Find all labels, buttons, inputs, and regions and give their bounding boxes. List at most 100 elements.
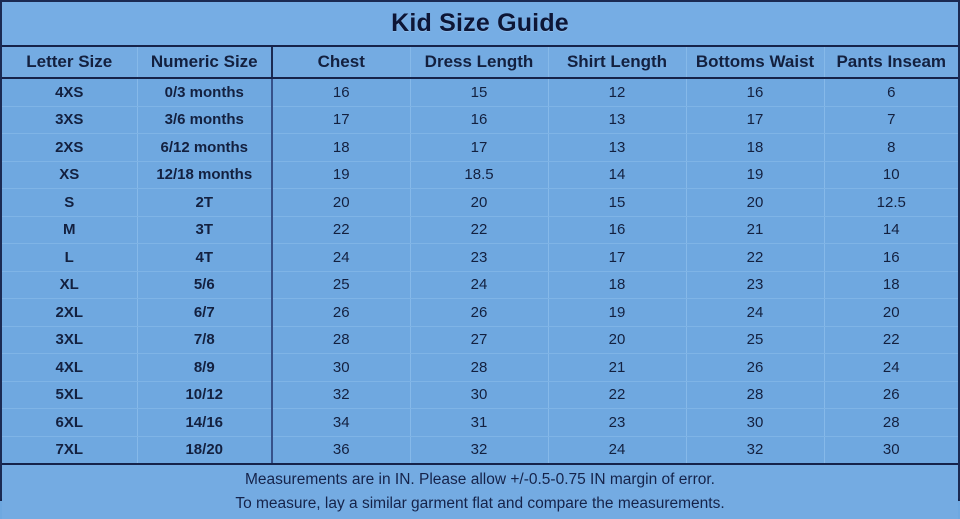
cell-dress-length: 17 — [409, 133, 548, 162]
cell-letter-size: 7XL — [55, 441, 83, 459]
column-header-shirt-length: Shirt Length — [547, 47, 686, 79]
cell-numeric-size: 12/18 months — [136, 161, 272, 189]
cell-bottoms-waist: 28 — [685, 381, 824, 409]
cell-pants-inseam: 24 — [823, 353, 958, 382]
cell-letter-size: M — [2, 216, 137, 244]
table-row: 3XL 7/8 28 27 20 25 22 — [2, 326, 958, 354]
cell-pants-inseam: 26 — [823, 381, 958, 409]
cell-shirt-length: 13 — [547, 106, 686, 134]
cell-letter-size: 6XL — [2, 408, 137, 437]
cell-chest: 16 — [271, 78, 410, 107]
cell-numeric-size: 7/8 — [136, 326, 272, 354]
cell-chest: 18 — [271, 133, 410, 162]
table-row: L 4T 24 23 17 22 16 — [2, 243, 958, 272]
footer-note-line-1: Measurements are in IN. Please allow +/-… — [245, 470, 715, 488]
cell-bottoms-waist: 26 — [685, 353, 824, 382]
cell-bottoms-waist: 21 — [685, 216, 824, 244]
cell-chest: 26 — [271, 298, 410, 327]
cell-pants-inseam: 8 — [823, 133, 958, 162]
cell-shirt-length: 13 — [547, 133, 686, 162]
cell-chest: 20 — [271, 188, 410, 217]
table-row: 3XS 3/6 months 17 16 13 17 7 — [2, 106, 958, 134]
size-table: Letter Size Numeric Size Chest Dress Len… — [2, 47, 958, 463]
cell-bottoms-waist: 19 — [685, 161, 824, 189]
cell-shirt-length: 18 — [547, 271, 686, 299]
cell-dress-length: 30 — [409, 381, 548, 409]
cell-dress-length: 20 — [409, 188, 548, 217]
cell-chest: 25 — [271, 271, 410, 299]
cell-letter-size: 5XL — [2, 381, 137, 409]
cell-shirt-length: 20 — [547, 326, 686, 354]
cell-chest: 28 — [271, 326, 410, 354]
cell-bottoms-waist: 17 — [685, 106, 824, 134]
cell-shirt-length: 23 — [547, 408, 686, 437]
cell-dress-length: 27 — [409, 326, 548, 354]
cell-numeric-size: 3T — [136, 216, 272, 244]
column-header-dress-length: Dress Length — [409, 47, 548, 79]
column-header-numeric-size: Numeric Size — [136, 47, 272, 79]
footer-note: Measurements are in IN. Please allow +/-… — [2, 463, 958, 519]
title-bar: Kid Size Guide — [2, 2, 958, 47]
cell-chest: 24 — [271, 243, 410, 272]
cell-bottoms-waist: 16 — [685, 78, 824, 107]
cell-numeric-size: 4T — [136, 243, 272, 272]
cell-numeric-size: 6/12 months — [136, 133, 272, 162]
table-row: XS 12/18 months 19 18.5 14 19 10 — [2, 161, 958, 189]
column-header-pants-inseam: Pants Inseam — [823, 47, 958, 79]
cell-dress-length: 15 — [409, 78, 548, 107]
table-row: 4XS 0/3 months 16 15 12 16 6 — [2, 78, 958, 107]
column-header-letter-size: Letter Size — [2, 47, 137, 79]
cell-letter-size: 2XS — [2, 133, 137, 162]
cell-bottoms-waist: 24 — [685, 298, 824, 327]
table-row: 5XL 10/12 32 30 22 28 26 — [2, 381, 958, 409]
cell-chest: 36 — [271, 436, 410, 463]
cell-bottoms-waist: 23 — [685, 271, 824, 299]
cell-pants-inseam: 10 — [823, 161, 958, 189]
cell-letter-size: S — [2, 188, 137, 217]
cell-pants-inseam: 12.5 — [823, 188, 958, 217]
cell-shirt-length: 24 — [547, 436, 686, 463]
header-row: Letter Size Numeric Size Chest Dress Len… — [2, 47, 958, 79]
page-title: Kid Size Guide — [391, 9, 569, 37]
cell-numeric-size: 0/3 months — [136, 78, 272, 107]
cell-numeric-size: 6/7 — [136, 298, 272, 327]
cell-pants-inseam: 6 — [823, 78, 958, 107]
cell-numeric-size: 5/6 — [136, 271, 272, 299]
table-row: 4XL 8/9 30 28 21 26 24 — [2, 353, 958, 382]
cell-letter-size: L — [2, 243, 137, 272]
cell-letter-size: 3XS — [2, 106, 137, 134]
cell-shirt-length: 14 — [547, 161, 686, 189]
cell-dress-length: 28 — [409, 353, 548, 382]
size-table-container: Letter Size Numeric Size Chest Dress Len… — [2, 47, 958, 463]
cell-numeric-size: 2T — [136, 188, 272, 217]
cell-numeric-size: 18/20 — [136, 436, 272, 463]
cell-numeric-size: 10/12 — [136, 381, 272, 409]
cell-shirt-length: 17 — [547, 243, 686, 272]
column-header-bottoms-waist: Bottoms Waist — [685, 47, 824, 79]
table-row: XL 5/6 25 24 18 23 18 — [2, 271, 958, 299]
cell-chest: 22 — [271, 216, 410, 244]
table-body: 4XS 0/3 months 16 15 12 16 6 3XS 3/6 months 17 16 1… — [2, 78, 958, 463]
cell-numeric-size: 3/6 months — [136, 106, 272, 134]
cell-pants-inseam: 7 — [823, 106, 958, 134]
table-row: 7XL 18/20 36 32 24 32 30 — [2, 436, 958, 463]
cell-letter-size: 4XS — [2, 78, 137, 107]
cell-dress-length: 26 — [409, 298, 548, 327]
table-header: Letter Size Numeric Size Chest Dress Len… — [2, 47, 958, 79]
cell-bottoms-waist: 20 — [685, 188, 824, 217]
cell-bottoms-waist: 32 — [685, 436, 824, 463]
cell-chest: 30 — [271, 353, 410, 382]
cell-numeric-size: 14/16 — [136, 408, 272, 437]
cell-pants-inseam: 28 — [823, 408, 958, 437]
cell-letter-size: 2XL — [2, 298, 137, 327]
cell-pants-inseam: 22 — [823, 326, 958, 354]
cell-shirt-length: 12 — [547, 78, 686, 107]
cell-shirt-length: 15 — [547, 188, 686, 217]
cell-pants-inseam: 16 — [823, 243, 958, 272]
cell-shirt-length: 22 — [547, 381, 686, 409]
cell-pants-inseam: 14 — [823, 216, 958, 244]
cell-chest: 17 — [271, 106, 410, 134]
cell-letter-size: 3XL — [2, 326, 137, 354]
cell-bottoms-waist: 25 — [685, 326, 824, 354]
